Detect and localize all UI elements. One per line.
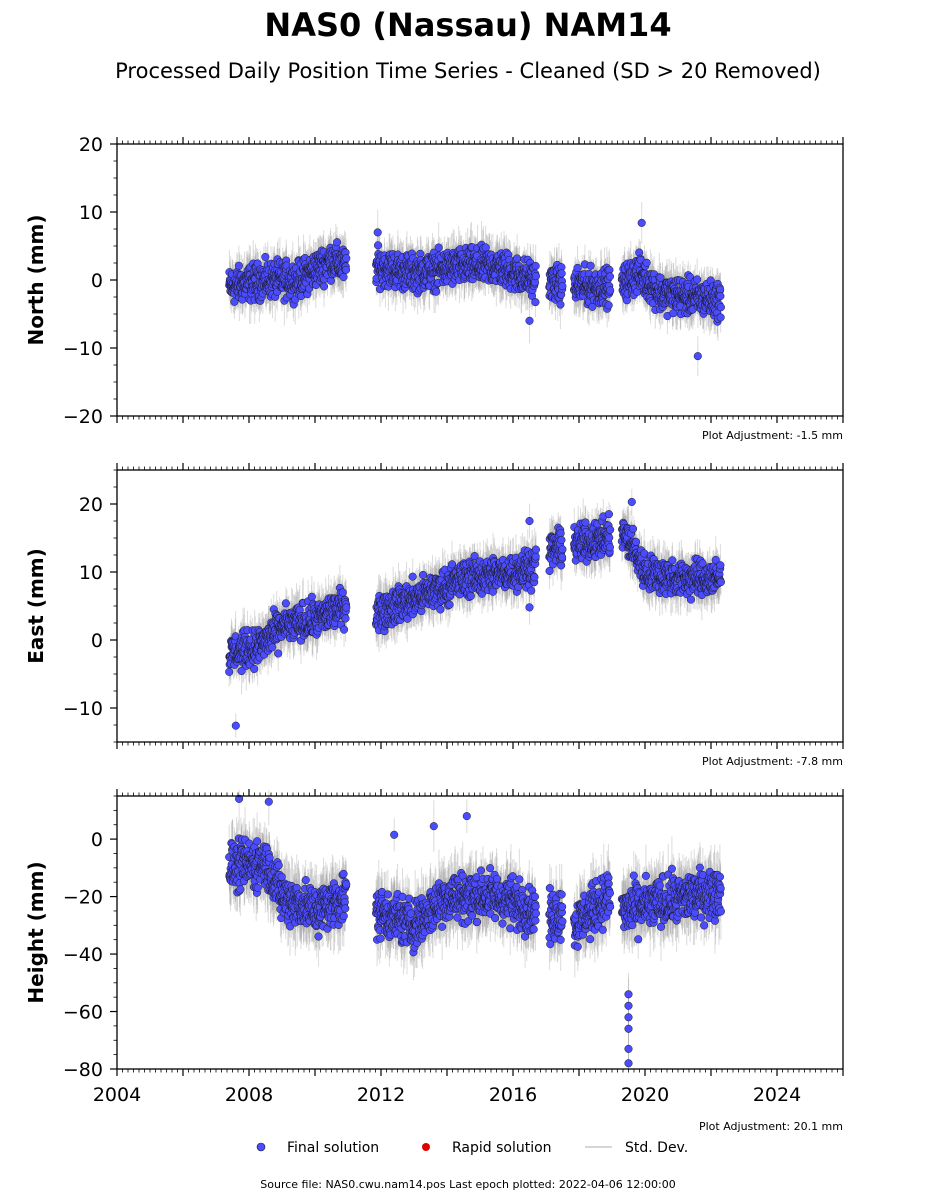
data-point <box>531 261 540 271</box>
y-tick-label: −10 <box>63 338 103 360</box>
data-point <box>339 272 348 282</box>
y-axis-label: North (mm) <box>24 214 48 345</box>
data-point <box>513 254 522 263</box>
data-point <box>531 272 540 281</box>
data-point <box>716 292 725 301</box>
data-point <box>557 269 566 278</box>
data-point <box>531 298 540 307</box>
panel-0: 20 10 0 −10 −20 North (mm) Plot Adjustment: -1… <box>24 134 844 442</box>
data-point <box>642 258 651 267</box>
data-point <box>261 252 270 261</box>
data-point <box>373 228 382 237</box>
data-point <box>525 316 534 325</box>
series-final-solution <box>225 202 725 377</box>
chart-subtitle: Processed Daily Position Time Series - C… <box>115 59 821 83</box>
chart-title: NAS0 (Nassau) NAM14 <box>264 6 671 44</box>
data-point <box>605 272 614 281</box>
data-point <box>234 261 243 270</box>
y-axis: 20 10 0 −10 −20 <box>63 134 117 428</box>
data-point <box>432 287 441 296</box>
final-solution-points <box>225 218 725 361</box>
data-point <box>230 297 239 306</box>
data-point <box>716 303 725 312</box>
data-point <box>341 265 351 274</box>
data-point <box>604 301 613 310</box>
y-tick-label: 20 <box>79 134 103 156</box>
data-point <box>637 218 646 227</box>
data-point <box>586 261 595 270</box>
y-tick-label: 10 <box>79 202 103 224</box>
data-point <box>716 313 725 322</box>
y-tick-label: 0 <box>91 270 103 292</box>
data-point <box>342 254 351 263</box>
plot-adjustment: Plot Adjustment: -1.5 mm <box>702 429 843 442</box>
data-point <box>333 238 342 247</box>
data-point <box>556 300 565 309</box>
y-tick-label: −20 <box>63 406 103 428</box>
data-point <box>573 263 582 272</box>
panels: 20 10 0 −10 −20 North (mm) Plot Adjustment: -1… <box>24 134 844 1133</box>
data-point <box>481 243 490 252</box>
data-point <box>693 275 702 284</box>
series-final-solution <box>225 488 725 738</box>
data-point <box>693 352 702 361</box>
data-point <box>606 286 615 295</box>
data-point <box>434 243 443 252</box>
x-axis <box>116 137 844 423</box>
data-point <box>373 241 383 250</box>
data-point <box>558 282 567 291</box>
data-point <box>319 282 329 291</box>
